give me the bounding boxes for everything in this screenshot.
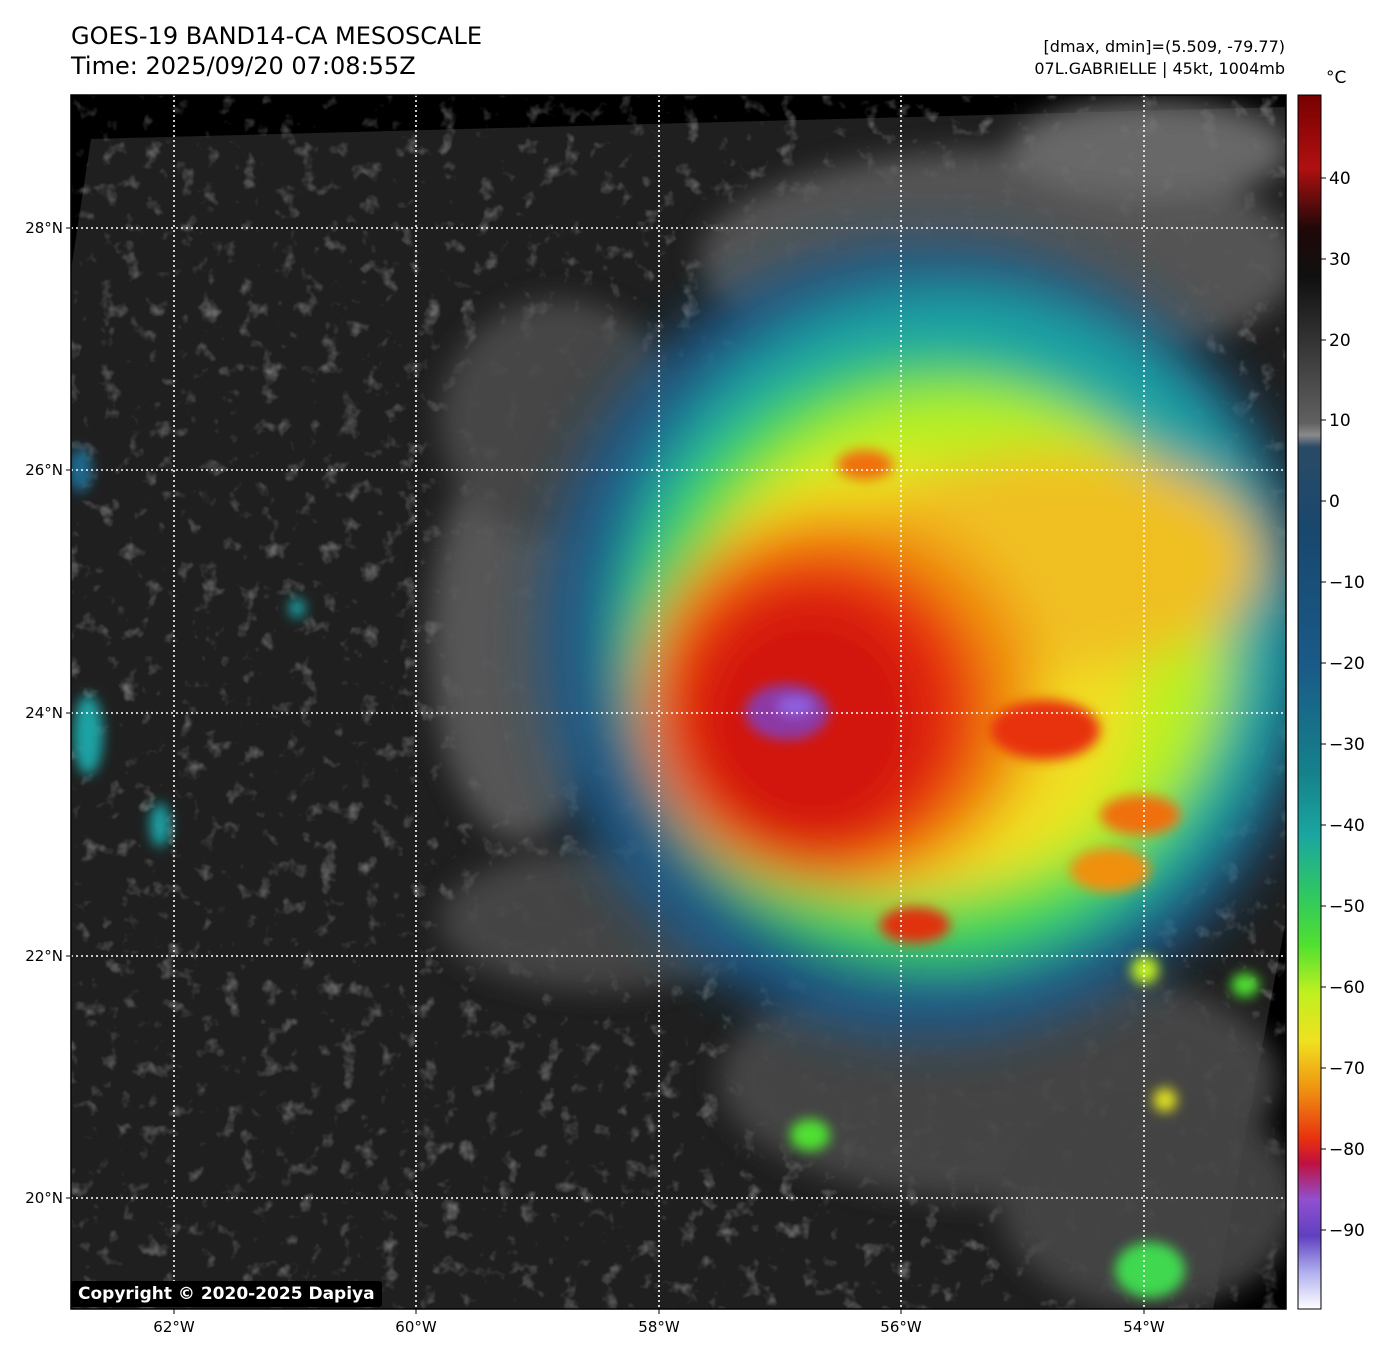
copyright-badge: Copyright © 2020-2025 Dapiya [71, 1281, 382, 1307]
lat-label-20n: 20°N [25, 1189, 63, 1207]
axis-ticks [66, 227, 1145, 1314]
small-clouds [71, 448, 305, 847]
chart-title: GOES-19 BAND14-CA MESOSCALE [71, 22, 482, 50]
colorbar-label: −20 [1329, 654, 1365, 674]
colorbar-label: −60 [1329, 978, 1365, 998]
colorbar: °C 40 30 20 10 0 −10 −20 −30 −40 −50 −60… [1297, 68, 1365, 1310]
lat-label-22n: 22°N [25, 947, 63, 965]
colorbar-label: −40 [1329, 816, 1365, 836]
lon-label-58w: 58°W [638, 1318, 680, 1336]
colorbar-label: 10 [1329, 411, 1351, 431]
colorbar-unit: °C [1326, 68, 1346, 88]
colorbar-label: −10 [1329, 573, 1365, 593]
colorbar-label: 0 [1329, 492, 1340, 512]
colorbar-label: −30 [1329, 735, 1365, 755]
lon-label-54w: 54°W [1123, 1318, 1165, 1336]
plot-frame [70, 94, 1287, 1310]
colorbar-label: −70 [1329, 1059, 1365, 1079]
storm-label: 07L.GABRIELLE | 45kt, 1004mb [1034, 59, 1285, 78]
lat-label-28n: 28°N [25, 219, 63, 237]
lon-label-60w: 60°W [395, 1318, 437, 1336]
satellite-image [71, 95, 1286, 1309]
colorbar-ticks [1321, 177, 1326, 1231]
data-range-label: [dmax, dmin]=(5.509, -79.77) [1043, 37, 1285, 56]
graticule [71, 95, 1286, 1309]
lat-label-24n: 24°N [25, 704, 63, 722]
colorbar-label: −50 [1329, 897, 1365, 917]
convective-cells [790, 450, 1259, 1298]
lon-label-56w: 56°W [880, 1318, 922, 1336]
colorbar-label: 30 [1329, 250, 1351, 270]
colorbar-label: −80 [1329, 1140, 1365, 1160]
eye-core [745, 684, 829, 740]
chart-time: Time: 2025/09/20 07:08:55Z [71, 52, 416, 80]
colorbar-label: −90 [1329, 1221, 1365, 1241]
colorbar-label: 20 [1329, 331, 1351, 351]
lon-label-62w: 62°W [153, 1318, 195, 1336]
colorbar-label: 40 [1329, 169, 1351, 189]
lat-label-26n: 26°N [25, 461, 63, 479]
colorbar-scale [1297, 94, 1322, 1310]
